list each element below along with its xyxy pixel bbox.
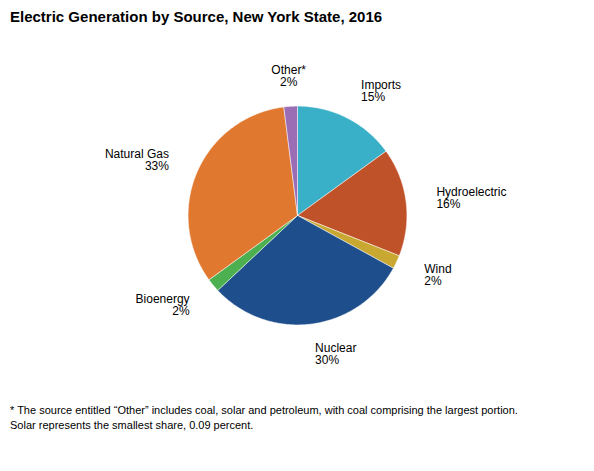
- svg-text:Imports15%: Imports15%: [361, 78, 401, 104]
- html-text:Electric Generation by Source,: Electric Generation by Source, New York …: [10, 8, 383, 25]
- svg-text:Bioenergy2%: Bioenergy2%: [136, 292, 190, 318]
- svg-text:Wind2%: Wind2%: [424, 262, 451, 288]
- svg-text:Nuclear30%: Nuclear30%: [315, 341, 356, 367]
- html-text:* The source entitled “Other”: * The source entitled “Other” includes c…: [10, 404, 518, 431]
- svg-text:Hydroelectric16%: Hydroelectric16%: [436, 185, 506, 211]
- svg-text:Natural Gas33%: Natural Gas33%: [105, 147, 169, 173]
- svg-text:Other*2%: Other*2%: [271, 63, 306, 89]
